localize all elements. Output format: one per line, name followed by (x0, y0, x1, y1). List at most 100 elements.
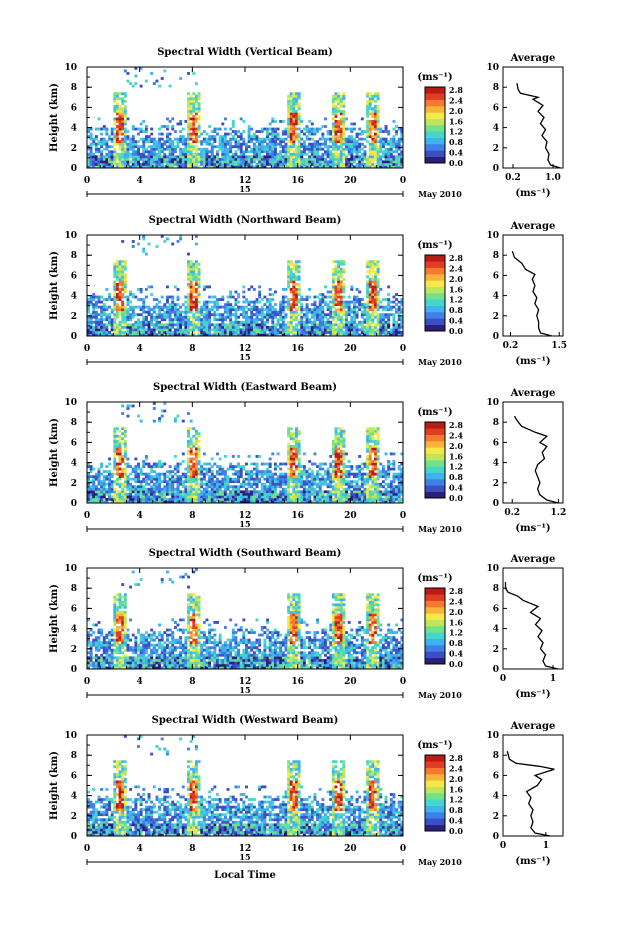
y-axis-label: Height (km) (49, 584, 60, 653)
colorbar-swatch (425, 651, 445, 658)
y-tick-label: 10 (64, 564, 77, 574)
colorbar-swatch (425, 761, 445, 768)
colorbar-tick-label: 0.0 (449, 158, 463, 168)
x-tick-label: 0 (400, 511, 406, 521)
colorbar-tick-label: 0.4 (449, 316, 463, 326)
y-tick-label: 4 (71, 792, 77, 802)
heatmap-cells (87, 735, 403, 836)
x-tick-label: 16 (291, 511, 304, 521)
colorbar-swatch (425, 87, 445, 94)
colorbar-tick-label: 1.6 (449, 451, 463, 461)
x-tick-label: 8 (189, 677, 195, 687)
y-tick-label: 2 (71, 479, 77, 489)
profile-frame (502, 401, 564, 504)
profile-y-tick-label: 4 (493, 792, 499, 802)
colorbar-swatch (425, 434, 445, 442)
profile-frame (502, 234, 564, 337)
x-tick-label: 4 (137, 677, 143, 687)
profile-y-tick-label: 6 (493, 103, 499, 113)
x-tick-label: 0 (400, 344, 406, 354)
profile-line (506, 751, 555, 837)
colorbar-swatch (425, 466, 445, 473)
profile-title: Average (510, 388, 556, 399)
profile-y-tick-label: 4 (493, 459, 499, 469)
panel-1: Spectral Width (Vertical Beam) 0 2 4 6 8 10 Hei… (49, 47, 564, 199)
profile-x-tick-label: 0.2 (503, 341, 519, 351)
colorbar-swatch (425, 485, 445, 492)
x-tick-label: 4 (137, 511, 143, 521)
y-tick-label: 6 (71, 604, 77, 614)
colorbar-tick-label: 2.8 (449, 253, 463, 263)
y-tick-label: 4 (71, 625, 77, 635)
colorbar-tick-label: 1.6 (449, 784, 463, 794)
colorbar-frame (424, 421, 446, 499)
colorbar-swatch (425, 588, 445, 595)
panel-title: Spectral Width (Southward Beam) (149, 548, 342, 559)
y-tick-label: 10 (64, 731, 77, 741)
colorbar-swatch (425, 280, 445, 287)
date-label: May 2010 (418, 857, 462, 867)
colorbar-swatch (425, 638, 445, 646)
panel-2: Spectral Width (Northward Beam) 0 2 4 6 8 10 He… (49, 215, 567, 367)
y-tick-label: 10 (64, 63, 77, 73)
colorbar-swatch (425, 472, 445, 480)
x-tick-label: 8 (189, 176, 195, 186)
profile-x-tick-label: 1 (550, 674, 556, 684)
y-axis-label: Height (km) (49, 751, 60, 820)
colorbar-swatch (425, 261, 445, 268)
x-tick-label: 16 (291, 677, 304, 687)
panel-title: Spectral Width (Eastward Beam) (153, 382, 337, 393)
colorbar-swatch (425, 422, 445, 429)
x-tick-label: 4 (137, 844, 143, 854)
profile-y-tick-label: 0 (493, 164, 499, 174)
colorbar-swatch (425, 824, 445, 832)
colorbar-swatch (425, 818, 445, 825)
profile-x-label: (ms⁻¹) (515, 188, 550, 199)
x-tick-label: 12 (239, 344, 252, 354)
panel-title: Spectral Width (Vertical Beam) (157, 47, 333, 58)
profile-y-tick-label: 0 (493, 832, 499, 842)
date-label: May 2010 (418, 357, 462, 367)
y-tick-label: 0 (71, 832, 77, 842)
colorbar-tick-label: 1.2 (449, 127, 463, 137)
profile-y-tick-label: 10 (486, 231, 499, 241)
x-axis-label: Local Time (214, 870, 276, 881)
date-label: May 2010 (418, 189, 462, 199)
day-label: 15 (239, 184, 250, 194)
day-label: 15 (239, 685, 250, 695)
profile-y-tick-label: 8 (493, 584, 499, 594)
y-tick-label: 4 (71, 124, 77, 134)
heatmap-cells (87, 235, 403, 336)
colorbar-swatch (425, 112, 445, 119)
colorbar-swatch (425, 286, 445, 294)
x-tick-label: 20 (344, 176, 357, 186)
colorbar-tick-label: 2.4 (449, 430, 463, 440)
profile-y-tick-label: 10 (486, 63, 499, 73)
y-tick-label: 2 (71, 645, 77, 655)
colorbar-swatch (425, 144, 445, 151)
colorbar-tick-label: 0.4 (449, 816, 463, 826)
profile-y-tick-label: 8 (493, 83, 499, 93)
colorbar-tick-label: 2.4 (449, 95, 463, 105)
y-tick-label: 8 (71, 751, 77, 761)
colorbar-swatch (425, 755, 445, 762)
profile-x-tick-label: 1 (543, 841, 549, 851)
heatmap-cells (87, 402, 403, 503)
colorbar-tick-label: 2.0 (449, 274, 463, 284)
colorbar-swatch (425, 156, 445, 164)
x-tick-label: 8 (189, 344, 195, 354)
profile-y-tick-label: 6 (493, 271, 499, 281)
day-label: 15 (239, 519, 250, 529)
heatmap-cells (87, 67, 403, 168)
profile-y-tick-label: 2 (493, 144, 499, 154)
colorbar-swatch (425, 799, 445, 806)
profile-y-tick-label: 10 (486, 564, 499, 574)
profile-x-tick-label: 0.2 (504, 508, 520, 518)
colorbar-unit: (ms⁻¹) (417, 240, 452, 251)
colorbar-swatch (425, 780, 445, 787)
x-tick-label: 20 (344, 344, 357, 354)
profile-line (511, 251, 552, 337)
colorbar-swatch (425, 267, 445, 275)
profile-y-tick-label: 2 (493, 645, 499, 655)
colorbar-frame (424, 254, 446, 332)
